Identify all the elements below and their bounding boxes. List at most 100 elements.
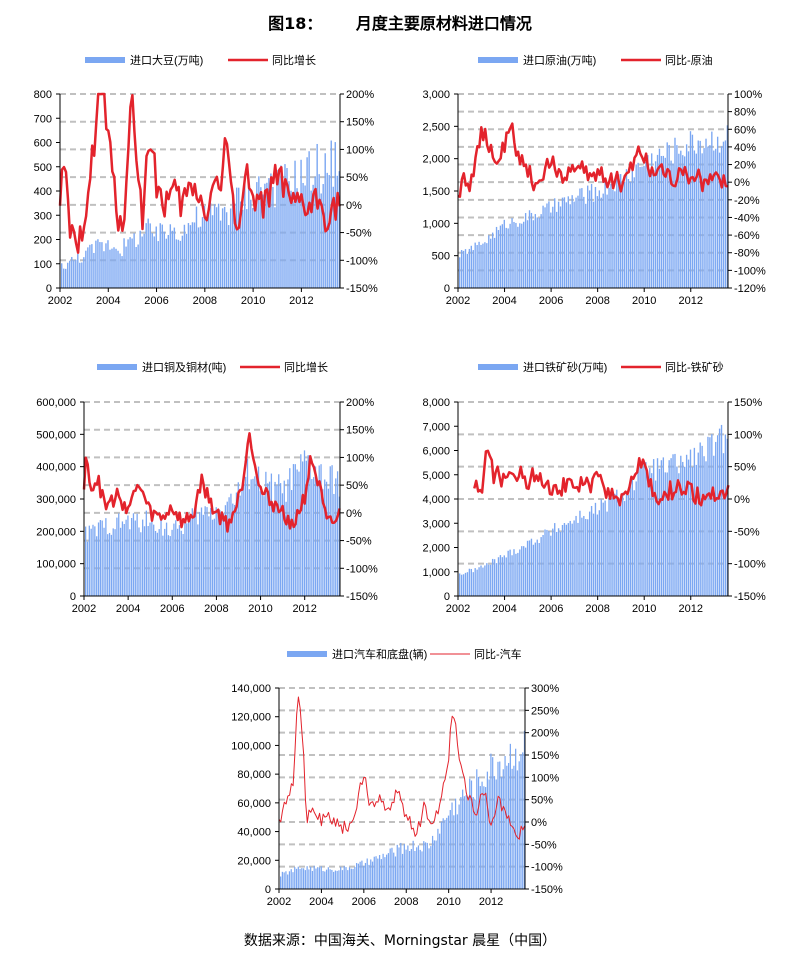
bar: [221, 517, 223, 596]
bar: [581, 188, 583, 288]
bar: [217, 508, 219, 596]
y-left-tick-label: 4,000: [422, 494, 450, 506]
bar: [519, 549, 521, 596]
y-right-tick-label: -50%: [531, 839, 557, 851]
bar: [707, 436, 709, 596]
bar: [370, 859, 372, 889]
bar: [187, 223, 190, 288]
bar: [287, 874, 289, 889]
bar: [107, 534, 109, 596]
bar: [322, 871, 324, 889]
bar: [307, 455, 309, 596]
bar: [204, 506, 206, 596]
bar: [270, 173, 272, 288]
bar: [340, 866, 342, 889]
bar: [532, 544, 535, 596]
bar: [520, 754, 522, 889]
bar: [235, 492, 238, 596]
bar: [101, 520, 103, 596]
bar: [480, 565, 482, 596]
bar: [633, 177, 635, 288]
bar: [393, 852, 395, 889]
bar: [697, 452, 699, 596]
bar: [583, 196, 585, 288]
x-tick-label: 2012: [679, 603, 703, 615]
bar: [264, 183, 266, 288]
bar: [703, 148, 705, 288]
x-tick-label: 2004: [492, 603, 516, 615]
bar: [507, 550, 509, 596]
bar: [670, 160, 672, 288]
bar: [697, 140, 699, 288]
bar: [181, 235, 184, 288]
bar: [504, 756, 506, 889]
bar: [363, 865, 365, 889]
bar: [571, 195, 573, 288]
bar: [310, 190, 312, 288]
bar: [265, 471, 267, 596]
bar: [244, 180, 246, 288]
bar: [191, 508, 193, 596]
bar: [61, 263, 63, 288]
bar: [357, 863, 359, 889]
bar: [193, 512, 195, 596]
bar: [315, 868, 317, 889]
bar: [384, 857, 386, 889]
bar: [285, 501, 287, 596]
bar: [298, 471, 300, 596]
bar: [292, 872, 294, 889]
bar: [361, 860, 363, 889]
line-series: [473, 449, 730, 507]
bar: [470, 245, 472, 288]
bar: [493, 559, 496, 596]
bar: [559, 206, 562, 288]
bar: [618, 502, 620, 596]
bar: [221, 208, 224, 288]
bar: [713, 455, 715, 596]
bar: [666, 472, 668, 596]
bar: [458, 804, 460, 889]
bar: [627, 179, 630, 288]
bar: [495, 226, 498, 288]
bar: [378, 855, 381, 889]
bar: [354, 866, 356, 889]
bar: [412, 840, 414, 889]
y-right-tick-label: -50%: [346, 536, 372, 548]
bar: [380, 859, 382, 889]
bar: [201, 217, 204, 288]
bar: [341, 870, 344, 889]
bar: [614, 191, 616, 288]
bar: [157, 241, 159, 288]
bar: [497, 230, 500, 288]
axes: 0 100,000 200,000 300,000 400,000 500,000 600,…: [36, 397, 378, 615]
bar: [313, 865, 315, 889]
bar: [213, 518, 216, 596]
bar: [143, 233, 145, 288]
bar: [105, 518, 107, 596]
bar: [248, 489, 250, 596]
bar: [616, 489, 618, 596]
bar: [428, 848, 430, 889]
bar: [623, 501, 626, 596]
legend-bar-swatch: [85, 57, 125, 63]
bar: [484, 242, 486, 288]
bar: [554, 523, 556, 596]
bar: [257, 466, 260, 596]
bar: [129, 529, 131, 596]
y-left-tick-label: 300: [34, 210, 52, 222]
bar: [555, 531, 558, 596]
y-right-tick-label: 100%: [734, 89, 762, 101]
bar: [643, 166, 645, 288]
bar: [225, 212, 228, 288]
bar: [720, 146, 723, 288]
bar: [65, 268, 67, 288]
bar: [295, 868, 298, 889]
bar: [101, 242, 103, 288]
bar: [322, 184, 324, 288]
bar: [232, 503, 234, 596]
y-left-tick-label: 100: [34, 259, 52, 271]
bar: [391, 847, 393, 889]
chart-iron-ore-imports: 进口铁矿砂(万吨) 同比-铁矿砂 0 1,000 2,000 3,000 4,000 5,00…: [422, 361, 766, 615]
y-right-tick-label: 0%: [346, 508, 362, 520]
bar: [209, 202, 212, 288]
